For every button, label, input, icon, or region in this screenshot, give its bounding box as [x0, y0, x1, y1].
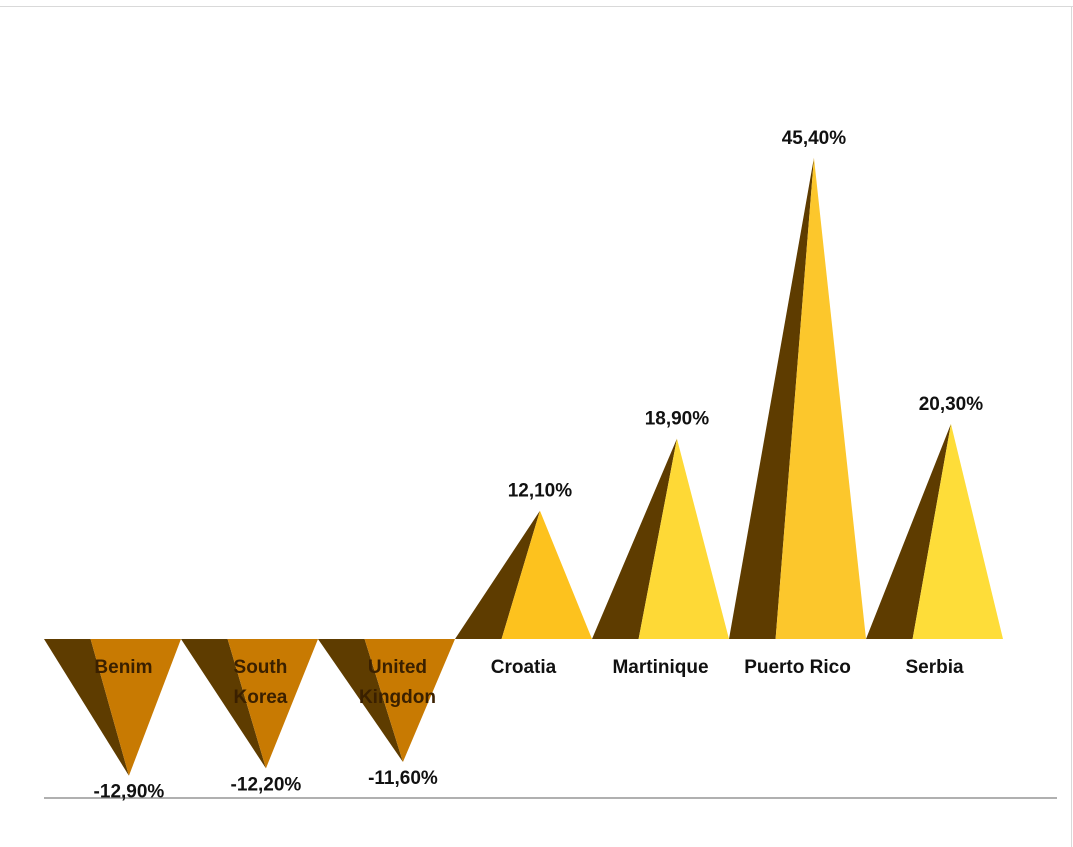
- bar-croatia: [501, 510, 592, 639]
- category-label-united-kingdon-line-1: United: [368, 657, 427, 678]
- data-label-serbia: 20,30%: [919, 394, 984, 415]
- category-label-puerto-rico: Puerto Rico: [744, 657, 851, 678]
- category-label-south-korea-line-2: Korea: [234, 687, 288, 708]
- category-label-croatia: Croatia: [491, 657, 557, 678]
- bar-united-kingdon-shadow: [318, 639, 403, 762]
- data-label-benim: -12,90%: [94, 782, 165, 803]
- frame-edge-right: [1071, 6, 1072, 847]
- bar-benim: [90, 639, 181, 776]
- data-label-south-korea: -12,20%: [231, 774, 302, 795]
- bar-south-korea-shadow: [181, 639, 266, 769]
- category-label-serbia: Serbia: [905, 657, 964, 678]
- bar-serbia-shadow: [866, 423, 951, 639]
- data-label-martinique: 18,90%: [645, 409, 710, 430]
- bar-united-kingdon: [364, 639, 455, 762]
- data-label-puerto-rico: 45,40%: [782, 128, 847, 149]
- bar-puerto-rico-shadow: [729, 157, 814, 639]
- bar-benim-shadow: [44, 639, 129, 776]
- data-label-united-kingdon: -11,60%: [368, 768, 438, 789]
- bar-martinique-shadow: [592, 438, 677, 639]
- frame-edge-top: [0, 6, 1073, 7]
- bar-croatia-shadow: [455, 510, 540, 639]
- category-label-south-korea-line-1: South: [234, 657, 288, 678]
- bar-serbia: [912, 423, 1003, 639]
- category-label-martinique: Martinique: [612, 657, 708, 678]
- category-label-united-kingdon-line-2: Kingdon: [359, 687, 436, 708]
- category-label-benim: Benim: [94, 657, 152, 678]
- bar-south-korea: [227, 639, 318, 769]
- data-label-croatia: 12,10%: [508, 481, 573, 502]
- bar-martinique: [638, 438, 729, 639]
- bar-puerto-rico: [775, 157, 866, 639]
